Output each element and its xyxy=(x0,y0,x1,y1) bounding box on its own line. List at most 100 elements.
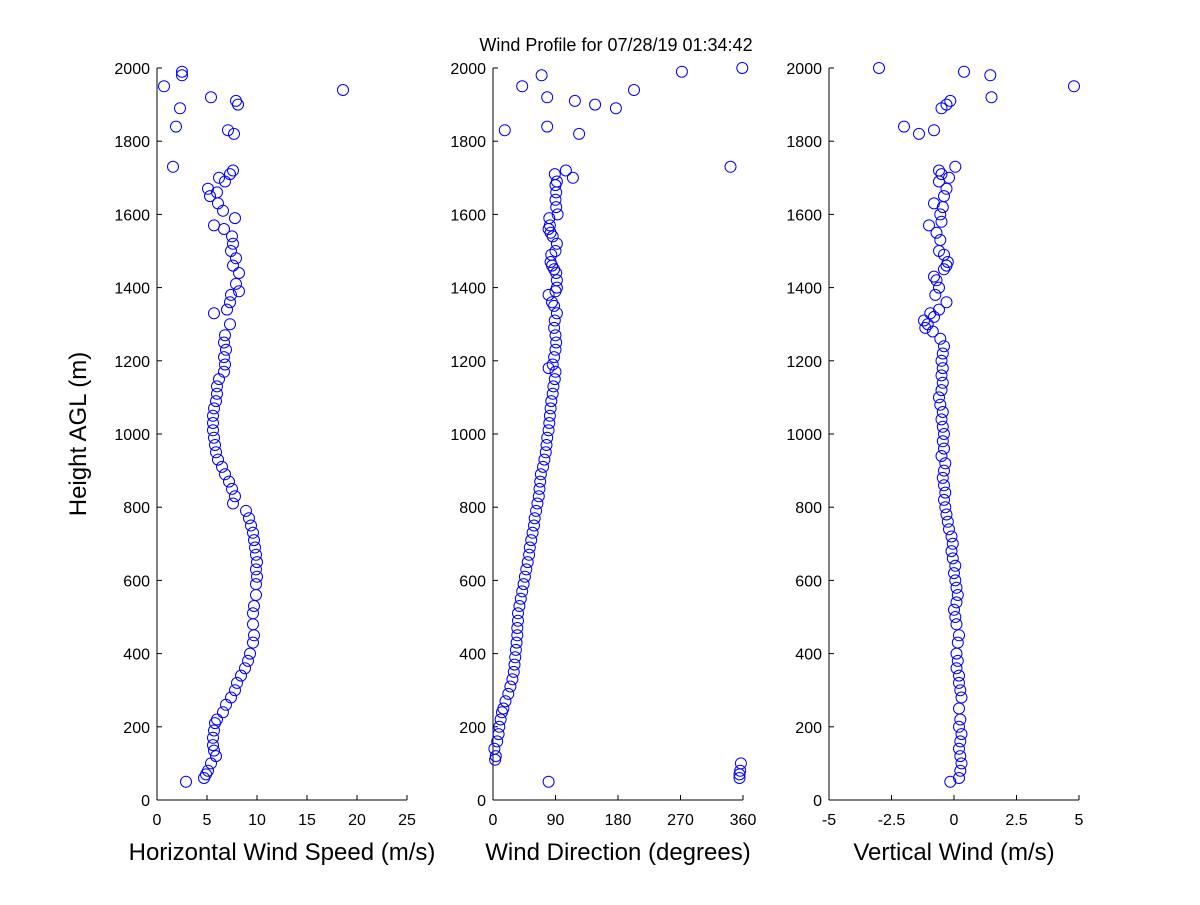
data-point xyxy=(954,764,967,777)
data-point xyxy=(548,321,561,334)
data-point xyxy=(174,102,186,115)
data-point xyxy=(548,314,561,327)
data-point xyxy=(546,296,558,309)
data-point xyxy=(542,424,555,437)
data-point xyxy=(207,417,219,429)
data-point xyxy=(923,219,935,232)
x-axis-label: Horizontal Wind Speed (m/s) xyxy=(129,839,436,866)
data-point xyxy=(205,757,217,770)
data-point xyxy=(208,219,220,232)
data-point xyxy=(532,490,545,503)
data-point xyxy=(217,706,229,719)
data-point xyxy=(219,175,231,188)
data-point xyxy=(936,420,949,433)
data-point xyxy=(509,643,522,656)
data-point xyxy=(928,197,940,210)
x-tick-label: 15 xyxy=(298,812,316,829)
data-point xyxy=(938,340,950,353)
data-point xyxy=(245,519,257,532)
data-point xyxy=(208,744,220,757)
y-tick-label: 1600 xyxy=(114,207,150,224)
data-point xyxy=(550,336,563,349)
data-point xyxy=(548,351,561,364)
data-point xyxy=(488,742,501,755)
data-point xyxy=(224,296,236,309)
data-point xyxy=(221,303,233,316)
data-point xyxy=(949,559,962,572)
data-point xyxy=(941,256,954,268)
data-point xyxy=(546,358,559,371)
data-point xyxy=(940,182,953,195)
data-point xyxy=(511,622,524,634)
data-point xyxy=(538,453,551,466)
data-point xyxy=(542,288,555,301)
data-point xyxy=(550,175,563,188)
data-point xyxy=(516,80,529,93)
data-point xyxy=(511,629,524,642)
data-point xyxy=(210,446,222,459)
data-point xyxy=(244,647,256,660)
data-point xyxy=(530,504,543,517)
data-point xyxy=(933,391,945,404)
data-point xyxy=(227,164,239,177)
y-tick-label: 800 xyxy=(459,500,486,517)
y-tick-label: 1200 xyxy=(114,354,150,371)
data-point xyxy=(938,263,950,276)
x-tick-label: 0 xyxy=(489,812,498,829)
data-point xyxy=(247,607,259,620)
data-point xyxy=(499,695,512,708)
data-point xyxy=(502,687,515,700)
data-point xyxy=(217,204,229,217)
data-point xyxy=(951,589,964,601)
data-point xyxy=(950,647,963,660)
y-tick-label: 1400 xyxy=(114,281,150,298)
data-point xyxy=(494,713,507,726)
data-point xyxy=(736,62,749,74)
data-point xyxy=(176,65,188,78)
data-point xyxy=(250,563,262,576)
data-point xyxy=(953,772,965,784)
data-point xyxy=(250,548,262,561)
y-tick-label: 1000 xyxy=(114,427,150,444)
data-point xyxy=(939,486,952,499)
x-tick-label: -2.5 xyxy=(878,812,906,829)
data-point xyxy=(224,318,236,331)
data-point xyxy=(526,526,539,539)
data-point xyxy=(955,691,968,704)
data-point xyxy=(949,611,962,623)
data-point xyxy=(545,248,558,261)
x-tick-label: 5 xyxy=(1075,812,1084,829)
data-point xyxy=(207,739,219,752)
y-tick-label: 800 xyxy=(123,500,150,517)
x-tick-label: 10 xyxy=(248,812,266,829)
data-point xyxy=(954,750,967,763)
data-point xyxy=(540,439,553,451)
data-point xyxy=(609,102,622,115)
data-point xyxy=(170,120,182,133)
data-point xyxy=(935,369,948,382)
data-point xyxy=(944,94,957,107)
y-tick-label: 200 xyxy=(123,720,150,737)
data-point xyxy=(510,636,523,649)
data-point xyxy=(514,592,527,605)
data-point xyxy=(948,603,960,616)
data-point xyxy=(220,698,232,711)
y-axis-label: Height AGL (m) xyxy=(65,352,92,517)
data-point xyxy=(207,409,219,422)
data-point xyxy=(549,329,562,342)
data-point xyxy=(550,201,563,214)
data-point xyxy=(542,775,555,788)
data-point xyxy=(955,757,968,770)
data-point xyxy=(491,735,504,748)
data-point xyxy=(337,84,349,96)
data-point xyxy=(222,124,234,137)
data-point xyxy=(935,102,948,115)
y-tick-label: 600 xyxy=(459,573,486,590)
data-point xyxy=(230,94,242,107)
data-point xyxy=(543,417,556,429)
data-point xyxy=(218,365,230,378)
data-point xyxy=(935,413,948,426)
data-point xyxy=(936,362,949,375)
y-tick-label: 2000 xyxy=(786,61,822,78)
